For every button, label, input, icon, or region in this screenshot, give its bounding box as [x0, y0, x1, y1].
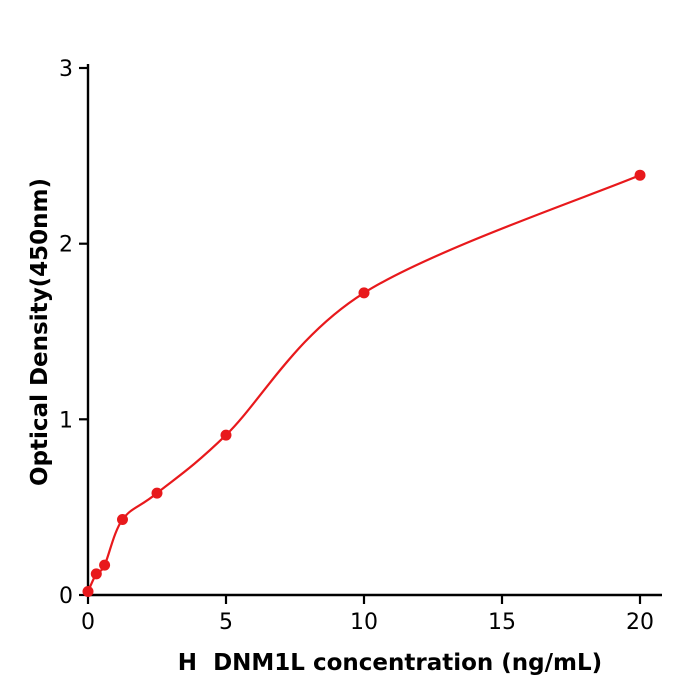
x-tick-label: 15	[488, 610, 516, 635]
x-tick-label: 20	[626, 610, 654, 635]
y-tick-label: 2	[59, 233, 73, 258]
data-point	[220, 429, 232, 441]
data-point	[117, 514, 128, 525]
data-point	[82, 586, 94, 597]
y-tick-label: 1	[59, 408, 73, 433]
y-axis-label: Optical Density(450nm)	[27, 178, 53, 486]
data-point	[151, 487, 163, 499]
y-tick-label: 3	[59, 57, 73, 82]
x-tick-label: 0	[81, 610, 95, 635]
y-tick-label: 0	[59, 584, 73, 609]
x-tick-label: 5	[219, 610, 233, 635]
data-point	[634, 169, 646, 181]
fit-curve	[86, 174, 642, 593]
x-tick-label: 10	[350, 610, 378, 635]
data-point	[90, 568, 102, 580]
x-axis-label: H DNM1L concentration (ng/mL)	[177, 650, 603, 676]
data-point	[358, 287, 370, 299]
data-point	[99, 559, 111, 571]
